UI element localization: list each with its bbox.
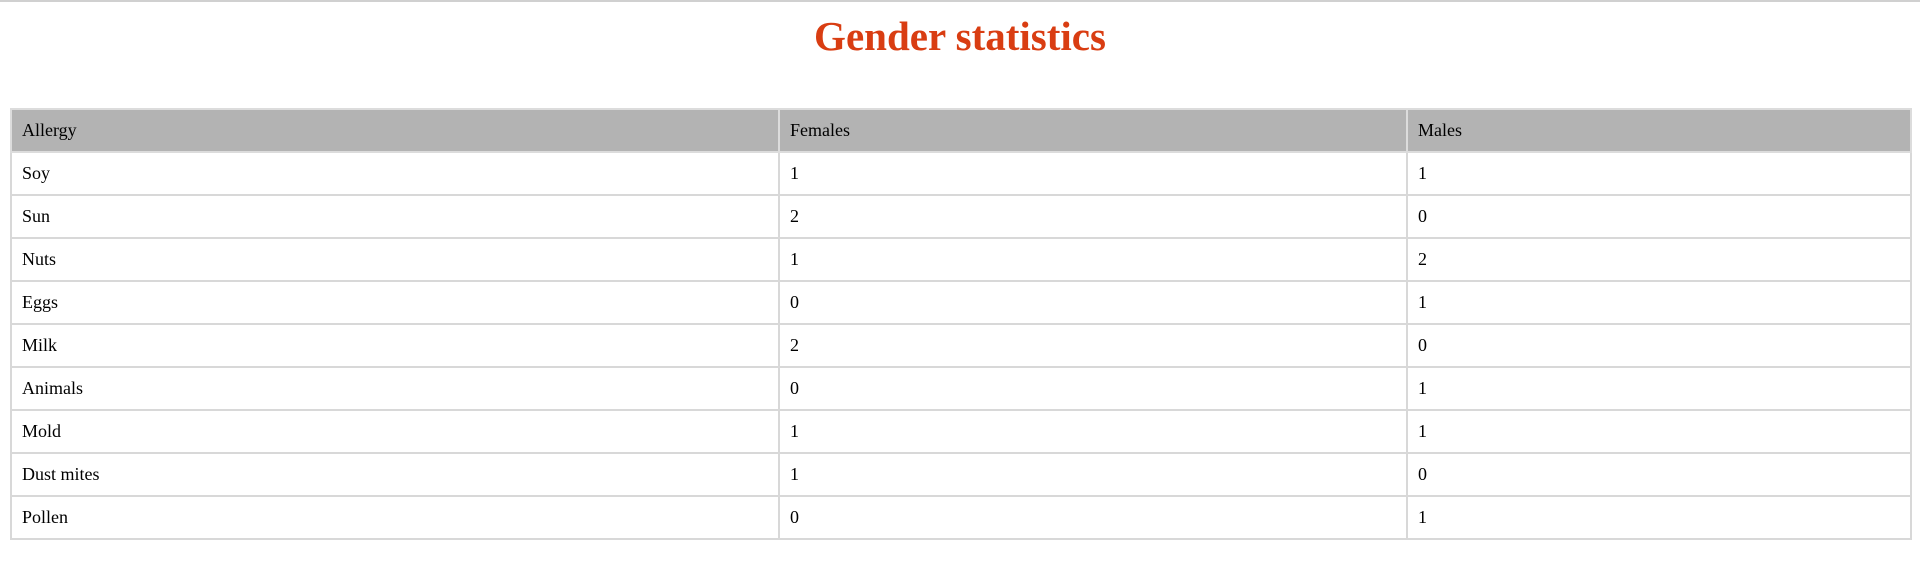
cell-females: 0 — [778, 280, 1408, 325]
table-row: Dust mites 1 0 — [10, 452, 1912, 497]
cell-males: 0 — [1406, 323, 1912, 368]
table-row: Milk 2 0 — [10, 323, 1912, 368]
header-allergy: Allergy — [10, 108, 780, 153]
cell-females: 1 — [778, 409, 1408, 454]
table-row: Mold 1 1 — [10, 409, 1912, 454]
table-row: Soy 1 1 — [10, 151, 1912, 196]
cell-allergy: Eggs — [10, 280, 780, 325]
cell-allergy: Animals — [10, 366, 780, 411]
cell-allergy: Milk — [10, 323, 780, 368]
cell-males: 2 — [1406, 237, 1912, 282]
table-row: Animals 0 1 — [10, 366, 1912, 411]
cell-allergy: Pollen — [10, 495, 780, 540]
gender-statistics-table: Allergy Females Males Soy 1 1 Sun 2 0 Nu… — [10, 108, 1912, 540]
table-row: Eggs 0 1 — [10, 280, 1912, 325]
cell-females: 0 — [778, 366, 1408, 411]
cell-females: 2 — [778, 323, 1408, 368]
header-females: Females — [778, 108, 1408, 153]
header-males: Males — [1406, 108, 1912, 153]
cell-males: 0 — [1406, 452, 1912, 497]
cell-females: 1 — [778, 237, 1408, 282]
cell-males: 1 — [1406, 280, 1912, 325]
table-row: Pollen 0 1 — [10, 495, 1912, 540]
cell-males: 0 — [1406, 194, 1912, 239]
table-header-row: Allergy Females Males — [10, 108, 1912, 153]
table-row: Nuts 1 2 — [10, 237, 1912, 282]
page-title: Gender statistics — [814, 13, 1106, 59]
cell-allergy: Dust mites — [10, 452, 780, 497]
cell-males: 1 — [1406, 151, 1912, 196]
cell-males: 1 — [1406, 366, 1912, 411]
cell-males: 1 — [1406, 495, 1912, 540]
cell-females: 2 — [778, 194, 1408, 239]
stats-table-container: Allergy Females Males Soy 1 1 Sun 2 0 Nu… — [10, 108, 1912, 540]
cell-females: 1 — [778, 151, 1408, 196]
cell-females: 0 — [778, 495, 1408, 540]
cell-males: 1 — [1406, 409, 1912, 454]
cell-allergy: Sun — [10, 194, 780, 239]
cell-allergy: Mold — [10, 409, 780, 454]
top-divider — [0, 0, 1920, 2]
table-row: Sun 2 0 — [10, 194, 1912, 239]
cell-females: 1 — [778, 452, 1408, 497]
cell-allergy: Nuts — [10, 237, 780, 282]
cell-allergy: Soy — [10, 151, 780, 196]
